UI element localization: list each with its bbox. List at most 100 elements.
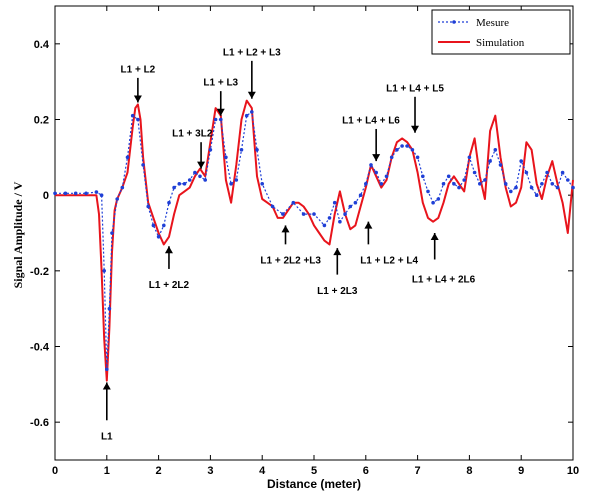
y-axis-label: Signal Amplitude / V <box>11 181 25 288</box>
data-point-mesure <box>260 182 265 186</box>
annotations-layer: L1 L1 + L2 L1 + 2L2 L1 + 3L2 L1 + L3 L1 + L2 … <box>101 47 476 442</box>
data-point-mesure <box>224 155 228 160</box>
data-point-mesure <box>301 212 306 216</box>
annotation-arrow-head <box>197 161 206 169</box>
data-point-mesure <box>141 163 145 167</box>
annotation-arrow-head <box>333 248 342 256</box>
data-point-mesure <box>270 204 275 209</box>
annotation-label: L1 + L3 <box>203 78 238 89</box>
data-point-mesure <box>105 367 109 372</box>
legend-box <box>431 9 571 55</box>
data-point-mesure <box>395 148 399 152</box>
data-point-mesure <box>312 212 316 216</box>
data-point-mesure <box>234 178 239 182</box>
data-point-mesure <box>431 200 435 205</box>
data-point-mesure <box>115 197 119 201</box>
annotation-label: L1 + L4 + L6 <box>342 116 400 127</box>
data-point-mesure <box>405 144 410 148</box>
annotation-label: L1 + 2L3 <box>317 286 358 297</box>
data-point-mesure <box>167 200 171 205</box>
data-point-mesure <box>410 148 415 152</box>
legend-marker-mesure <box>452 20 456 24</box>
data-point-mesure <box>462 178 467 182</box>
annotation-arrow-head <box>281 225 290 233</box>
annotation-arrow-head <box>102 382 111 390</box>
data-point-mesure <box>120 185 125 190</box>
data-point-mesure <box>488 159 492 163</box>
data-point-mesure <box>107 306 112 311</box>
data-point-mesure <box>555 185 560 190</box>
x-tick-label: 1 <box>104 465 110 477</box>
data-point-mesure <box>369 163 373 167</box>
data-point-mesure <box>146 204 150 209</box>
data-point-mesure <box>509 189 513 194</box>
data-point-mesure <box>519 159 523 163</box>
data-point-mesure <box>151 223 156 228</box>
data-point-mesure <box>255 148 259 152</box>
x-tick-label: 9 <box>518 465 524 477</box>
data-point-mesure <box>281 212 285 216</box>
data-point-mesure <box>187 178 192 182</box>
data-point-mesure <box>322 223 327 228</box>
annotation-arrow-head <box>247 91 256 99</box>
annotation-label: L1 + 2L2 <box>149 280 190 291</box>
x-tick-label: 10 <box>567 465 579 477</box>
y-tick-label: 0 <box>43 190 49 202</box>
legend-label-simulation: Simulation <box>476 37 525 49</box>
data-point-mesure <box>493 148 498 152</box>
data-point-mesure <box>550 182 555 186</box>
data-point-mesure <box>400 144 404 148</box>
data-point-mesure <box>203 178 207 182</box>
data-point-mesure <box>198 174 202 179</box>
data-point-mesure <box>467 155 472 160</box>
data-point-mesure <box>177 182 182 186</box>
data-point-mesure <box>426 189 430 194</box>
data-point-mesure <box>457 185 461 190</box>
data-point-mesure <box>84 191 88 196</box>
data-point-mesure <box>193 170 197 175</box>
y-tick-label: -0.4 <box>30 342 50 354</box>
y-axis-ticks: 0.4 0.2 0 -0.2 -0.4 -0.6 <box>30 39 573 429</box>
data-point-mesure <box>327 216 332 220</box>
annotation-label: L1 <box>101 431 113 442</box>
x-tick-label: 7 <box>415 465 421 477</box>
data-point-mesure <box>389 155 394 160</box>
y-tick-label: 0.2 <box>34 115 49 127</box>
data-point-mesure <box>358 193 363 197</box>
x-axis-label: Distance (meter) <box>267 477 361 491</box>
annotation-arrow-head <box>133 95 142 103</box>
annotation-arrow-head <box>411 125 420 133</box>
series-layer <box>53 99 575 382</box>
data-point-mesure <box>348 204 353 209</box>
data-point-mesure <box>102 269 106 273</box>
data-point-mesure <box>53 191 57 196</box>
data-point-mesure <box>63 191 68 196</box>
data-point-mesure <box>534 193 539 197</box>
y-tick-label: 0.4 <box>34 39 50 51</box>
annotation-label: L1 + L2 + L4 <box>360 255 418 266</box>
annotation-arrow-head <box>372 154 381 162</box>
data-point-mesure <box>94 190 99 194</box>
data-point-mesure <box>110 231 114 235</box>
data-point-mesure <box>514 185 518 190</box>
annotation-label: L1 + 2L2 +L3 <box>260 255 321 266</box>
data-point-mesure <box>125 155 130 160</box>
annotation-label: L1 + L2 + L3 <box>223 47 281 58</box>
data-point-mesure <box>452 182 456 186</box>
data-point-mesure <box>566 178 570 182</box>
legend-label-mesure: Mesure <box>476 17 509 29</box>
data-point-mesure <box>446 174 451 179</box>
y-tick-label: -0.6 <box>30 417 49 429</box>
data-point-mesure <box>136 117 140 122</box>
data-point-mesure <box>503 182 508 186</box>
x-tick-label: 4 <box>259 465 266 477</box>
data-point-mesure <box>472 170 477 175</box>
annotation-arrow-head <box>364 221 373 229</box>
data-point-mesure <box>441 182 446 186</box>
data-point-mesure <box>478 182 482 186</box>
data-point-mesure <box>421 174 425 179</box>
annotation-label: L1 + 3L2 <box>172 129 213 140</box>
plot-frame <box>54 5 574 461</box>
data-point-mesure <box>353 200 358 205</box>
